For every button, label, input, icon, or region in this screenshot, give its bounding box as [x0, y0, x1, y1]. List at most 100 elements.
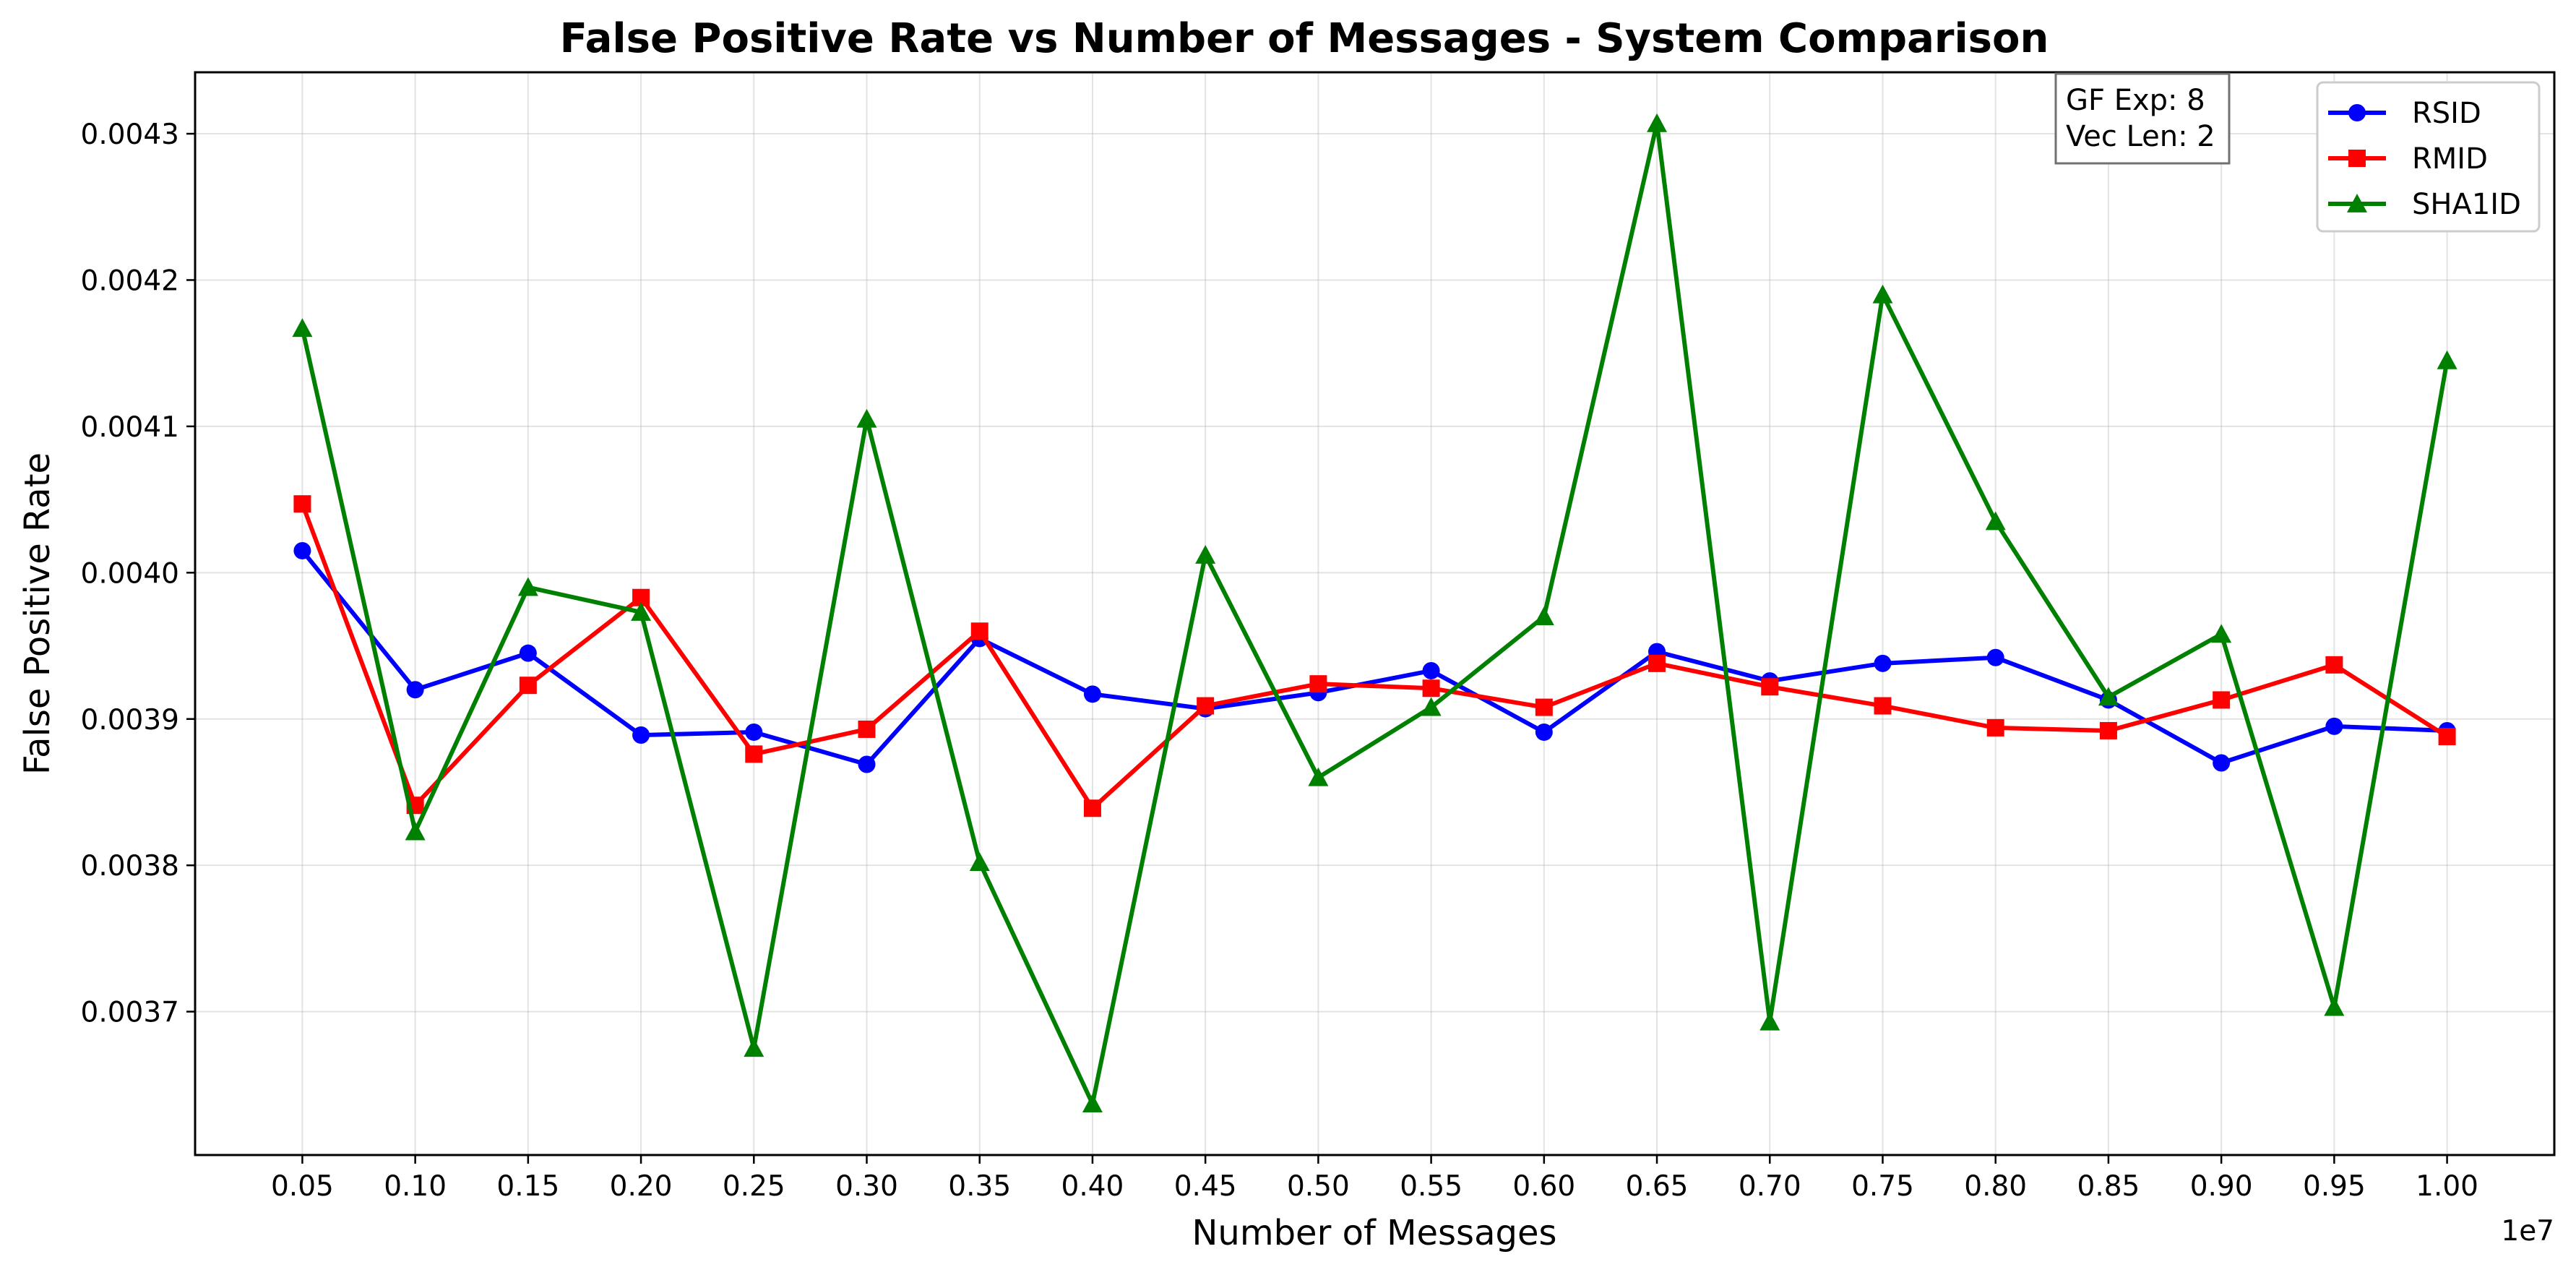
data-point-rsid	[1535, 723, 1553, 741]
data-point-sha1id	[2098, 687, 2119, 706]
data-point-rmid	[745, 745, 763, 763]
y-tick-label: 0.0042	[81, 265, 179, 297]
legend: RSID RMID SHA1ID	[2316, 81, 2541, 233]
data-point-rmid	[293, 495, 311, 513]
data-point-rsid	[2325, 717, 2343, 735]
y-tick-label: 0.0041	[81, 411, 179, 444]
series-rmid	[293, 495, 2456, 817]
data-point-sha1id	[1082, 1094, 1103, 1113]
legend-item-rsid: RSID	[2328, 97, 2481, 130]
x-tick-label: 0.25	[723, 1170, 785, 1203]
x-tick-label: 0.55	[1400, 1170, 1463, 1203]
data-point-rmid	[970, 622, 988, 640]
x-tick-label: 0.90	[2190, 1170, 2253, 1203]
y-axis-label: False Positive Rate	[17, 452, 58, 775]
data-point-rsid	[2213, 754, 2231, 772]
x-tick-label: 0.50	[1287, 1170, 1350, 1203]
y-tick-label: 0.0038	[81, 850, 179, 883]
data-point-sha1id	[1647, 113, 1668, 132]
data-point-rsid	[632, 726, 650, 744]
chart-title: False Positive Rate vs Number of Message…	[560, 15, 2049, 62]
data-point-rmid	[1761, 678, 1779, 696]
data-point-rmid	[2438, 728, 2456, 746]
legend-items: RSID RMID SHA1ID	[2328, 97, 2521, 221]
legend-label-rsid: RSID	[2412, 97, 2481, 130]
data-point-sha1id	[292, 318, 313, 338]
data-point-sha1id	[1308, 767, 1329, 786]
data-point-rmid	[1422, 679, 1440, 697]
plot-area	[292, 113, 2457, 1113]
data-point-rsid	[406, 681, 424, 699]
y-tick-label: 0.0043	[81, 119, 179, 151]
series-line-rmid	[300, 503, 2449, 811]
series-line-rsid	[301, 549, 2447, 767]
data-point-sha1id	[1872, 284, 1893, 304]
x-tick-label: 0.20	[610, 1170, 673, 1203]
x-tick-label: 0.60	[1512, 1170, 1575, 1203]
data-point-rmid	[2325, 656, 2343, 674]
data-point-sha1id	[2324, 997, 2345, 1016]
x-tick-label: 0.40	[1061, 1170, 1124, 1203]
legend-marker-rsid	[2348, 104, 2366, 121]
data-point-rmid	[858, 720, 876, 738]
legend-item-rmid: RMID	[2328, 142, 2488, 176]
legend-marker-rmid	[2348, 150, 2366, 167]
x-tick-label: 0.35	[948, 1170, 1011, 1203]
data-point-rsid	[745, 723, 763, 741]
y-tick-label: 0.0037	[81, 997, 179, 1029]
y-tick-label: 0.0040	[81, 557, 179, 590]
data-point-sha1id	[744, 1038, 764, 1057]
x-tick-label: 0.85	[2077, 1170, 2140, 1203]
data-point-rmid	[1648, 654, 1666, 672]
x-axis-label: Number of Messages	[1192, 1213, 1557, 1253]
series-line-sha1id	[300, 121, 2450, 1107]
x-axis-offset-label: 1e7	[2501, 1215, 2554, 1248]
data-point-rmid	[1083, 799, 1101, 817]
annotation-box: GF Exp: 8 Vec Len: 2	[2054, 72, 2231, 165]
data-point-sha1id	[1985, 511, 2006, 531]
data-point-rsid	[1874, 654, 1892, 672]
data-point-rsid	[519, 644, 537, 662]
x-tick-label: 0.05	[271, 1170, 334, 1203]
grid	[195, 72, 2554, 1155]
data-point-rsid	[1083, 685, 1101, 703]
data-point-rmid	[2213, 691, 2231, 709]
data-point-rmid	[1535, 698, 1553, 716]
legend-label-rmid: RMID	[2412, 142, 2488, 176]
legend-frame	[2316, 81, 2541, 233]
legend-marker-sha1id	[2347, 194, 2367, 212]
data-point-rmid	[2099, 721, 2117, 739]
data-point-sha1id	[2437, 350, 2457, 369]
data-point-rmid	[1874, 697, 1892, 715]
legend-label-sha1id: SHA1ID	[2412, 188, 2521, 221]
data-point-rmid	[1309, 675, 1327, 693]
data-point-sha1id	[969, 852, 990, 872]
data-point-sha1id	[517, 577, 538, 596]
data-point-rmid	[1986, 718, 2004, 737]
x-tick-label: 1.00	[2416, 1170, 2478, 1203]
annotation-line-1: GF Exp: 8	[2066, 84, 2205, 117]
y-axis: 0.0037 0.0038 0.0039 0.0040 0.0041 0.0042 0.00…	[81, 119, 195, 1029]
x-tick-label: 0.45	[1174, 1170, 1237, 1203]
data-point-rsid	[1422, 661, 1440, 679]
data-point-sha1id	[1421, 697, 1442, 716]
data-point-sha1id	[1195, 545, 1216, 564]
data-point-sha1id	[1759, 1011, 1780, 1031]
data-point-rmid	[1197, 697, 1215, 715]
x-tick-label: 0.75	[1851, 1170, 1914, 1203]
annotation-frame	[2054, 72, 2231, 165]
x-tick-label: 0.30	[835, 1170, 898, 1203]
legend-item-sha1id: SHA1ID	[2328, 188, 2521, 221]
annotation-line-2: Vec Len: 2	[2066, 120, 2215, 153]
x-tick-label: 0.65	[1626, 1170, 1689, 1203]
data-point-sha1id	[405, 821, 426, 841]
data-point-sha1id	[856, 408, 877, 428]
x-tick-label: 0.15	[496, 1170, 559, 1203]
x-axis: 0.05 0.10 0.15 0.20 0.25 0.30 0.35 0.40 0.45 0.50…	[271, 1155, 2478, 1203]
series-sha1id	[292, 113, 2457, 1113]
x-tick-label: 0.80	[1964, 1170, 2027, 1203]
data-point-sha1id	[1533, 606, 1554, 625]
data-point-rsid	[293, 541, 311, 559]
